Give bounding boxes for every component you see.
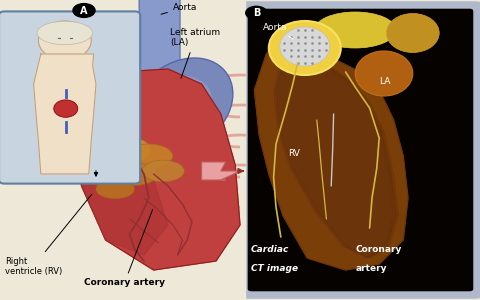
Text: Aorta: Aorta xyxy=(161,3,197,14)
Text: artery: artery xyxy=(355,264,387,273)
Ellipse shape xyxy=(96,179,134,199)
Ellipse shape xyxy=(269,21,341,75)
Polygon shape xyxy=(276,54,398,258)
Circle shape xyxy=(73,4,95,17)
Ellipse shape xyxy=(54,100,78,117)
Ellipse shape xyxy=(98,136,151,164)
Ellipse shape xyxy=(142,160,184,182)
FancyBboxPatch shape xyxy=(248,9,473,291)
Text: Coronary artery: Coronary artery xyxy=(84,210,165,287)
FancyBboxPatch shape xyxy=(139,0,180,140)
Text: A: A xyxy=(80,5,88,16)
Ellipse shape xyxy=(125,144,173,168)
Circle shape xyxy=(246,6,267,20)
Text: RV: RV xyxy=(288,148,300,158)
Polygon shape xyxy=(271,54,394,258)
Polygon shape xyxy=(254,48,408,270)
Polygon shape xyxy=(82,120,168,255)
Ellipse shape xyxy=(355,51,413,96)
Ellipse shape xyxy=(280,27,330,66)
Ellipse shape xyxy=(132,58,233,152)
Polygon shape xyxy=(0,0,245,300)
Text: Right
ventricle (RV): Right ventricle (RV) xyxy=(5,194,92,276)
Text: Left atrium
(LA): Left atrium (LA) xyxy=(170,28,220,78)
FancyBboxPatch shape xyxy=(239,3,480,297)
Polygon shape xyxy=(202,162,240,180)
Ellipse shape xyxy=(37,21,93,45)
Text: B: B xyxy=(252,8,260,18)
Text: Cardiac: Cardiac xyxy=(251,244,289,253)
Polygon shape xyxy=(34,54,96,174)
Text: CT image: CT image xyxy=(251,264,298,273)
Ellipse shape xyxy=(144,75,212,123)
Ellipse shape xyxy=(386,14,439,52)
Text: Aorta: Aorta xyxy=(263,23,293,39)
Text: LA: LA xyxy=(379,76,391,85)
Ellipse shape xyxy=(38,21,91,60)
FancyBboxPatch shape xyxy=(0,11,140,184)
Polygon shape xyxy=(67,69,240,270)
Ellipse shape xyxy=(314,12,396,48)
Text: Coronary: Coronary xyxy=(355,244,402,253)
Ellipse shape xyxy=(111,163,157,185)
Polygon shape xyxy=(274,54,396,258)
Polygon shape xyxy=(271,54,394,258)
